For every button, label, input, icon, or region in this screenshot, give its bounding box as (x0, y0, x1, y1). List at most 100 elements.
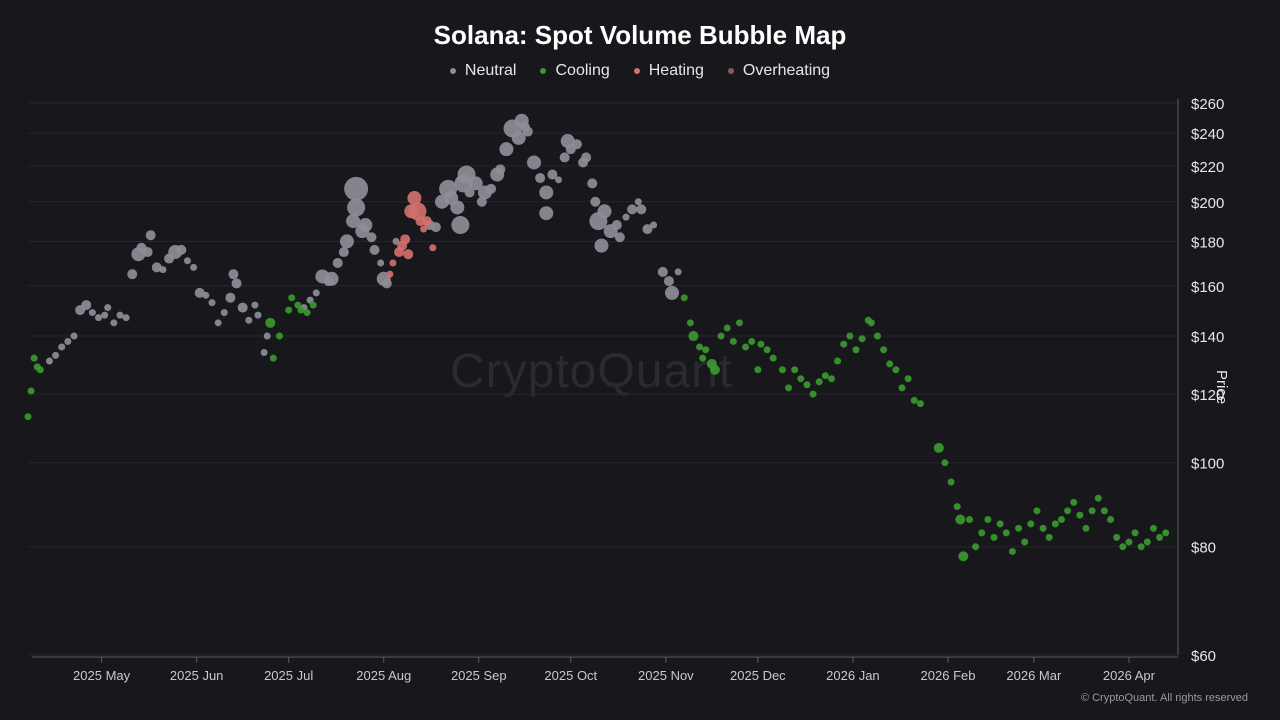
point-neutral[interactable] (555, 176, 563, 184)
point-cooling[interactable] (898, 384, 906, 392)
point-neutral[interactable] (535, 173, 546, 184)
point-neutral[interactable] (657, 266, 668, 277)
point-neutral[interactable] (571, 139, 582, 150)
point-neutral[interactable] (151, 262, 162, 273)
point-cooling[interactable] (873, 332, 881, 340)
point-cooling[interactable] (972, 543, 980, 551)
point-cooling[interactable] (36, 366, 44, 374)
point-neutral[interactable] (430, 222, 441, 233)
point-cooling[interactable] (1064, 507, 1072, 515)
point-neutral[interactable] (225, 292, 236, 303)
point-cooling[interactable] (821, 372, 829, 380)
point-cooling[interactable] (723, 324, 731, 332)
point-neutral[interactable] (642, 224, 653, 235)
legend-item-cooling[interactable]: Cooling (540, 62, 610, 80)
point-neutral[interactable] (450, 200, 465, 215)
point-neutral[interactable] (263, 332, 271, 340)
point-cooling[interactable] (867, 319, 875, 327)
point-neutral[interactable] (312, 289, 320, 297)
point-neutral[interactable] (127, 269, 138, 280)
point-cooling[interactable] (702, 346, 710, 354)
point-cooling[interactable] (978, 529, 986, 537)
point-cooling[interactable] (1021, 538, 1029, 546)
point-cooling[interactable] (846, 332, 854, 340)
point-cooling[interactable] (984, 515, 992, 523)
point-cooling[interactable] (1015, 524, 1023, 532)
point-neutral[interactable] (254, 311, 262, 319)
point-heating[interactable] (389, 259, 397, 267)
legend-item-neutral[interactable]: Neutral (449, 62, 516, 80)
point-neutral[interactable] (358, 218, 373, 233)
point-neutral[interactable] (581, 152, 592, 163)
point-cooling[interactable] (1027, 520, 1035, 528)
point-cooling[interactable] (955, 514, 966, 525)
point-neutral[interactable] (665, 285, 679, 300)
point-cooling[interactable] (1137, 543, 1145, 551)
point-cooling[interactable] (30, 354, 38, 362)
point-neutral[interactable] (220, 309, 228, 317)
point-cooling[interactable] (996, 520, 1004, 528)
point-neutral[interactable] (344, 176, 369, 201)
point-cooling[interactable] (754, 366, 762, 374)
point-cooling[interactable] (288, 294, 296, 302)
point-neutral[interactable] (464, 187, 475, 198)
point-cooling[interactable] (1045, 533, 1053, 541)
point-neutral[interactable] (338, 247, 349, 258)
point-neutral[interactable] (45, 357, 53, 365)
point-cooling[interactable] (941, 459, 949, 467)
point-neutral[interactable] (70, 332, 78, 340)
point-cooling[interactable] (1088, 507, 1096, 515)
point-neutral[interactable] (522, 126, 533, 137)
point-heating[interactable] (403, 249, 414, 260)
point-cooling[interactable] (809, 390, 817, 398)
point-cooling[interactable] (717, 332, 725, 340)
point-cooling[interactable] (1094, 494, 1102, 502)
point-cooling[interactable] (699, 354, 707, 362)
point-cooling[interactable] (688, 331, 699, 342)
point-neutral[interactable] (366, 232, 377, 243)
point-neutral[interactable] (101, 311, 109, 319)
point-cooling[interactable] (778, 366, 786, 374)
point-neutral[interactable] (468, 176, 483, 191)
point-cooling[interactable] (1107, 515, 1115, 523)
point-cooling[interactable] (834, 357, 842, 365)
point-neutral[interactable] (381, 278, 392, 289)
point-cooling[interactable] (904, 375, 912, 383)
point-neutral[interactable] (650, 221, 658, 229)
point-neutral[interactable] (190, 263, 198, 271)
point-neutral[interactable] (347, 198, 366, 217)
point-neutral[interactable] (587, 178, 598, 189)
point-neutral[interactable] (251, 301, 259, 309)
point-neutral[interactable] (159, 266, 167, 274)
point-neutral[interactable] (58, 343, 66, 351)
point-neutral[interactable] (663, 276, 674, 287)
point-neutral[interactable] (369, 244, 380, 255)
point-cooling[interactable] (303, 309, 311, 317)
point-cooling[interactable] (275, 332, 283, 340)
point-cooling[interactable] (1082, 524, 1090, 532)
point-cooling[interactable] (24, 413, 32, 421)
point-heating[interactable] (408, 202, 427, 221)
point-neutral[interactable] (95, 314, 103, 322)
point-cooling[interactable] (990, 533, 998, 541)
legend-item-heating[interactable]: Heating (633, 62, 704, 80)
point-cooling[interactable] (757, 340, 765, 348)
point-neutral[interactable] (183, 257, 191, 265)
point-heating[interactable] (420, 225, 428, 233)
point-cooling[interactable] (769, 354, 777, 362)
point-neutral[interactable] (627, 204, 638, 215)
point-neutral[interactable] (392, 237, 400, 245)
point-cooling[interactable] (27, 387, 35, 395)
point-cooling[interactable] (785, 384, 793, 392)
point-cooling[interactable] (269, 354, 277, 362)
point-cooling[interactable] (748, 337, 756, 345)
point-neutral[interactable] (228, 269, 239, 280)
point-neutral[interactable] (539, 185, 554, 200)
point-neutral[interactable] (559, 152, 570, 163)
point-cooling[interactable] (735, 319, 743, 327)
point-heating[interactable] (400, 234, 411, 245)
point-neutral[interactable] (547, 169, 558, 180)
point-cooling[interactable] (309, 301, 317, 309)
point-neutral[interactable] (346, 214, 361, 229)
point-neutral[interactable] (495, 164, 506, 175)
